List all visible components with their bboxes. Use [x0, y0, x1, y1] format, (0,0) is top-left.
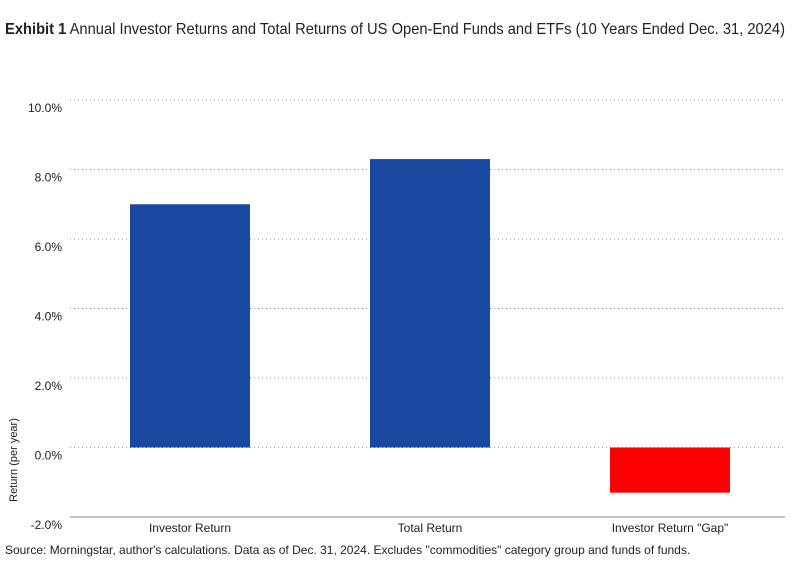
x-tick-label: Investor Return	[149, 521, 231, 535]
bar	[130, 204, 250, 448]
chart-title-line: Exhibit 1 Annual Investor Returns and To…	[5, 21, 785, 38]
bar	[370, 159, 490, 448]
y-tick-label: 0.0%	[35, 449, 63, 463]
y-axis-label: Return (per year)	[8, 418, 20, 502]
bar	[610, 447, 730, 493]
y-tick-label: 10.0%	[28, 101, 62, 115]
y-tick-label: 6.0%	[35, 240, 63, 254]
y-tick-label: 2.0%	[35, 379, 63, 393]
y-tick-label: 8.0%	[35, 171, 63, 185]
exhibit-label: Exhibit 1	[5, 21, 66, 38]
source-note: Source: Morningstar, author's calculatio…	[5, 543, 690, 557]
y-tick-label: -2.0%	[31, 518, 63, 532]
y-tick-label: 4.0%	[35, 310, 63, 324]
x-tick-label: Investor Return "Gap"	[612, 521, 729, 535]
x-tick-label: Total Return	[398, 521, 463, 535]
chart-title: Annual Investor Returns and Total Return…	[70, 21, 785, 38]
